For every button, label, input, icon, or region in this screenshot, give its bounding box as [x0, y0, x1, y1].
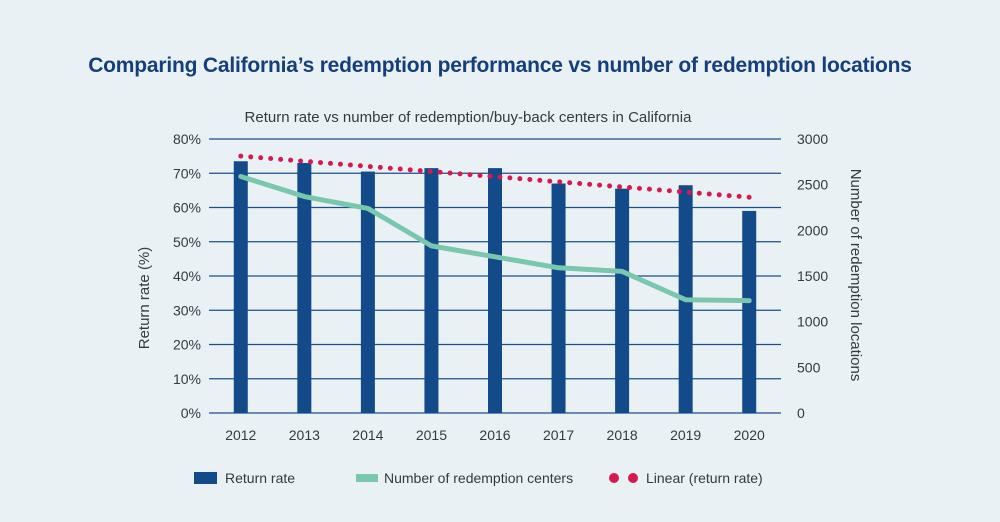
bar — [742, 210, 757, 413]
bar-series — [233, 161, 757, 413]
bar — [488, 168, 502, 413]
y-axis-right: 0 500 1000 1500 2000 2500 3000 — [797, 131, 828, 421]
x-tick-label: 2014 — [352, 427, 383, 443]
bar — [424, 168, 439, 413]
legend-swatch-dot — [609, 473, 619, 483]
y-axis-left-label: Return rate (%) — [136, 247, 153, 350]
bar — [233, 161, 248, 413]
legend-swatch-dot — [628, 473, 638, 483]
y-left-tick-label: 0% — [181, 405, 201, 421]
y-left-tick-label: 70% — [173, 165, 201, 181]
x-tick-label: 2012 — [225, 427, 256, 443]
y-right-tick-label: 3000 — [797, 131, 828, 147]
bar — [297, 162, 312, 413]
legend-label: Linear (return rate) — [646, 470, 763, 486]
line-series — [238, 173, 752, 304]
y-left-tick-label: 10% — [173, 371, 201, 387]
legend-label: Return rate — [225, 470, 295, 486]
legend-label: Number of redemption centers — [384, 470, 573, 486]
x-tick-label: 2013 — [289, 427, 320, 443]
y-right-tick-label: 1500 — [797, 268, 828, 284]
y-right-tick-label: 2000 — [797, 222, 828, 238]
y-left-tick-label: 60% — [173, 200, 201, 216]
bar — [360, 171, 375, 413]
y-right-tick-label: 1000 — [797, 314, 828, 330]
y-right-tick-label: 2500 — [797, 177, 828, 193]
y-axis-right-label: Number of redemption locations — [847, 169, 864, 382]
legend: Return rate Number of redemption centers L… — [194, 470, 763, 486]
bar — [615, 188, 630, 413]
chart-subtitle: Return rate vs number of redemption/buy-… — [245, 109, 693, 126]
chart-title: Comparing California’s redemption perfor… — [88, 54, 912, 77]
y-left-tick-label: 40% — [173, 268, 201, 284]
legend-swatch-bar — [194, 472, 217, 484]
x-tick-label: 2020 — [734, 427, 765, 443]
x-tick-label: 2016 — [479, 427, 510, 443]
x-tick-label: 2019 — [670, 427, 701, 443]
y-left-tick-label: 50% — [173, 234, 201, 250]
x-tick-label: 2015 — [416, 427, 447, 443]
x-tick-label: 2018 — [607, 427, 638, 443]
x-tick-label: 2017 — [543, 427, 574, 443]
y-left-tick-label: 30% — [173, 302, 201, 318]
y-right-tick-label: 500 — [797, 359, 821, 375]
x-axis: 2012 2013 2014 2015 2016 2017 2018 2019 2020 — [225, 427, 765, 443]
y-left-tick-label: 80% — [173, 131, 201, 147]
legend-swatch-line — [356, 474, 378, 482]
y-axis-left: 0% 10% 20% 30% 40% 50% 60% 70% 80% — [173, 131, 201, 421]
trend-series — [238, 153, 752, 200]
y-right-tick-label: 0 — [797, 405, 805, 421]
bar — [551, 183, 566, 413]
y-left-tick-label: 20% — [173, 337, 201, 353]
